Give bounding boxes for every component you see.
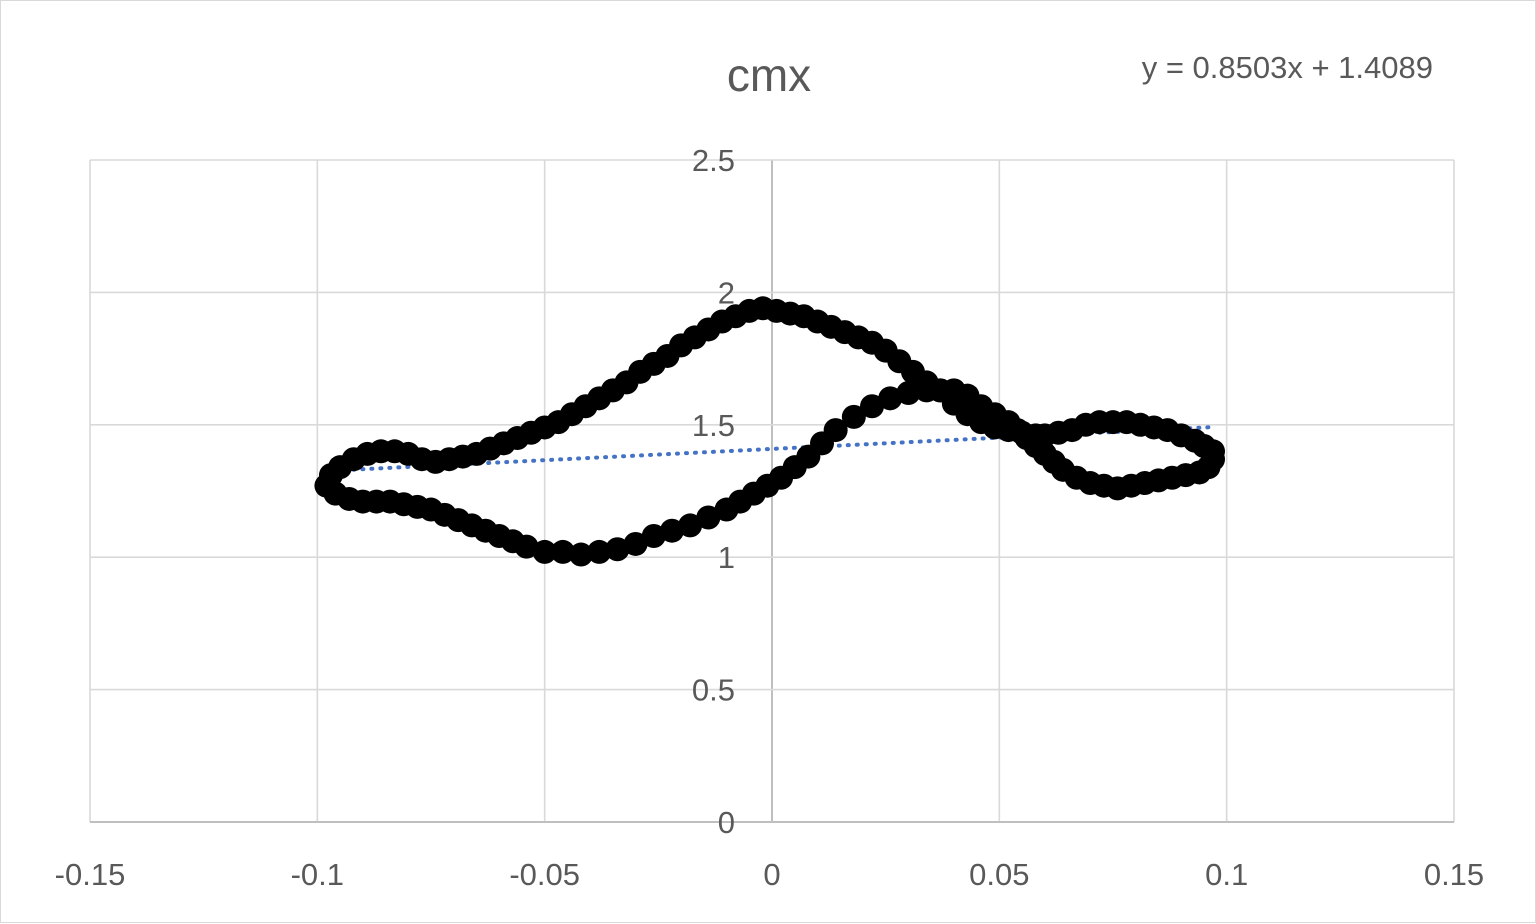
data-point (569, 542, 594, 567)
y-tick-label: 0 (718, 805, 735, 840)
data-point (532, 539, 557, 564)
data-point (678, 513, 703, 538)
data-point (714, 497, 739, 522)
data-point (896, 381, 921, 406)
chart-title: cmx (727, 49, 811, 101)
data-point (323, 481, 348, 506)
x-tick-label: 0.15 (1424, 857, 1484, 892)
trendline-equation: y = 0.8503x + 1.4089 (1142, 50, 1433, 85)
data-point (605, 537, 630, 562)
data-points (314, 296, 1226, 567)
data-point (841, 404, 866, 429)
y-tick-label: 1 (718, 540, 735, 575)
x-tick-label: 0.1 (1205, 857, 1248, 892)
y-tick-label: 0.5 (692, 673, 735, 708)
y-tick-label: 2 (718, 275, 735, 310)
data-point (914, 378, 939, 403)
x-tick-label: 0.05 (969, 857, 1029, 892)
x-axis-ticks: -0.15 -0.1 -0.05 0 0.05 0.1 0.15 (55, 857, 1485, 892)
x-tick-label: -0.15 (55, 857, 126, 892)
data-point (878, 386, 903, 411)
data-point (550, 539, 575, 564)
y-axis-ticks: 0 0.5 1 1.5 2 2.5 (692, 143, 735, 840)
data-point (587, 539, 612, 564)
data-point (641, 524, 666, 549)
data-point (623, 531, 648, 556)
x-tick-label: -0.1 (291, 857, 344, 892)
data-point (860, 394, 885, 419)
y-tick-label: 1.5 (692, 408, 735, 443)
gridlines (89, 159, 1455, 823)
y-tick-label: 2.5 (692, 143, 735, 178)
x-tick-label: -0.05 (509, 857, 580, 892)
data-point (659, 518, 684, 543)
data-point (696, 505, 721, 530)
x-tick-label: 0 (763, 857, 780, 892)
